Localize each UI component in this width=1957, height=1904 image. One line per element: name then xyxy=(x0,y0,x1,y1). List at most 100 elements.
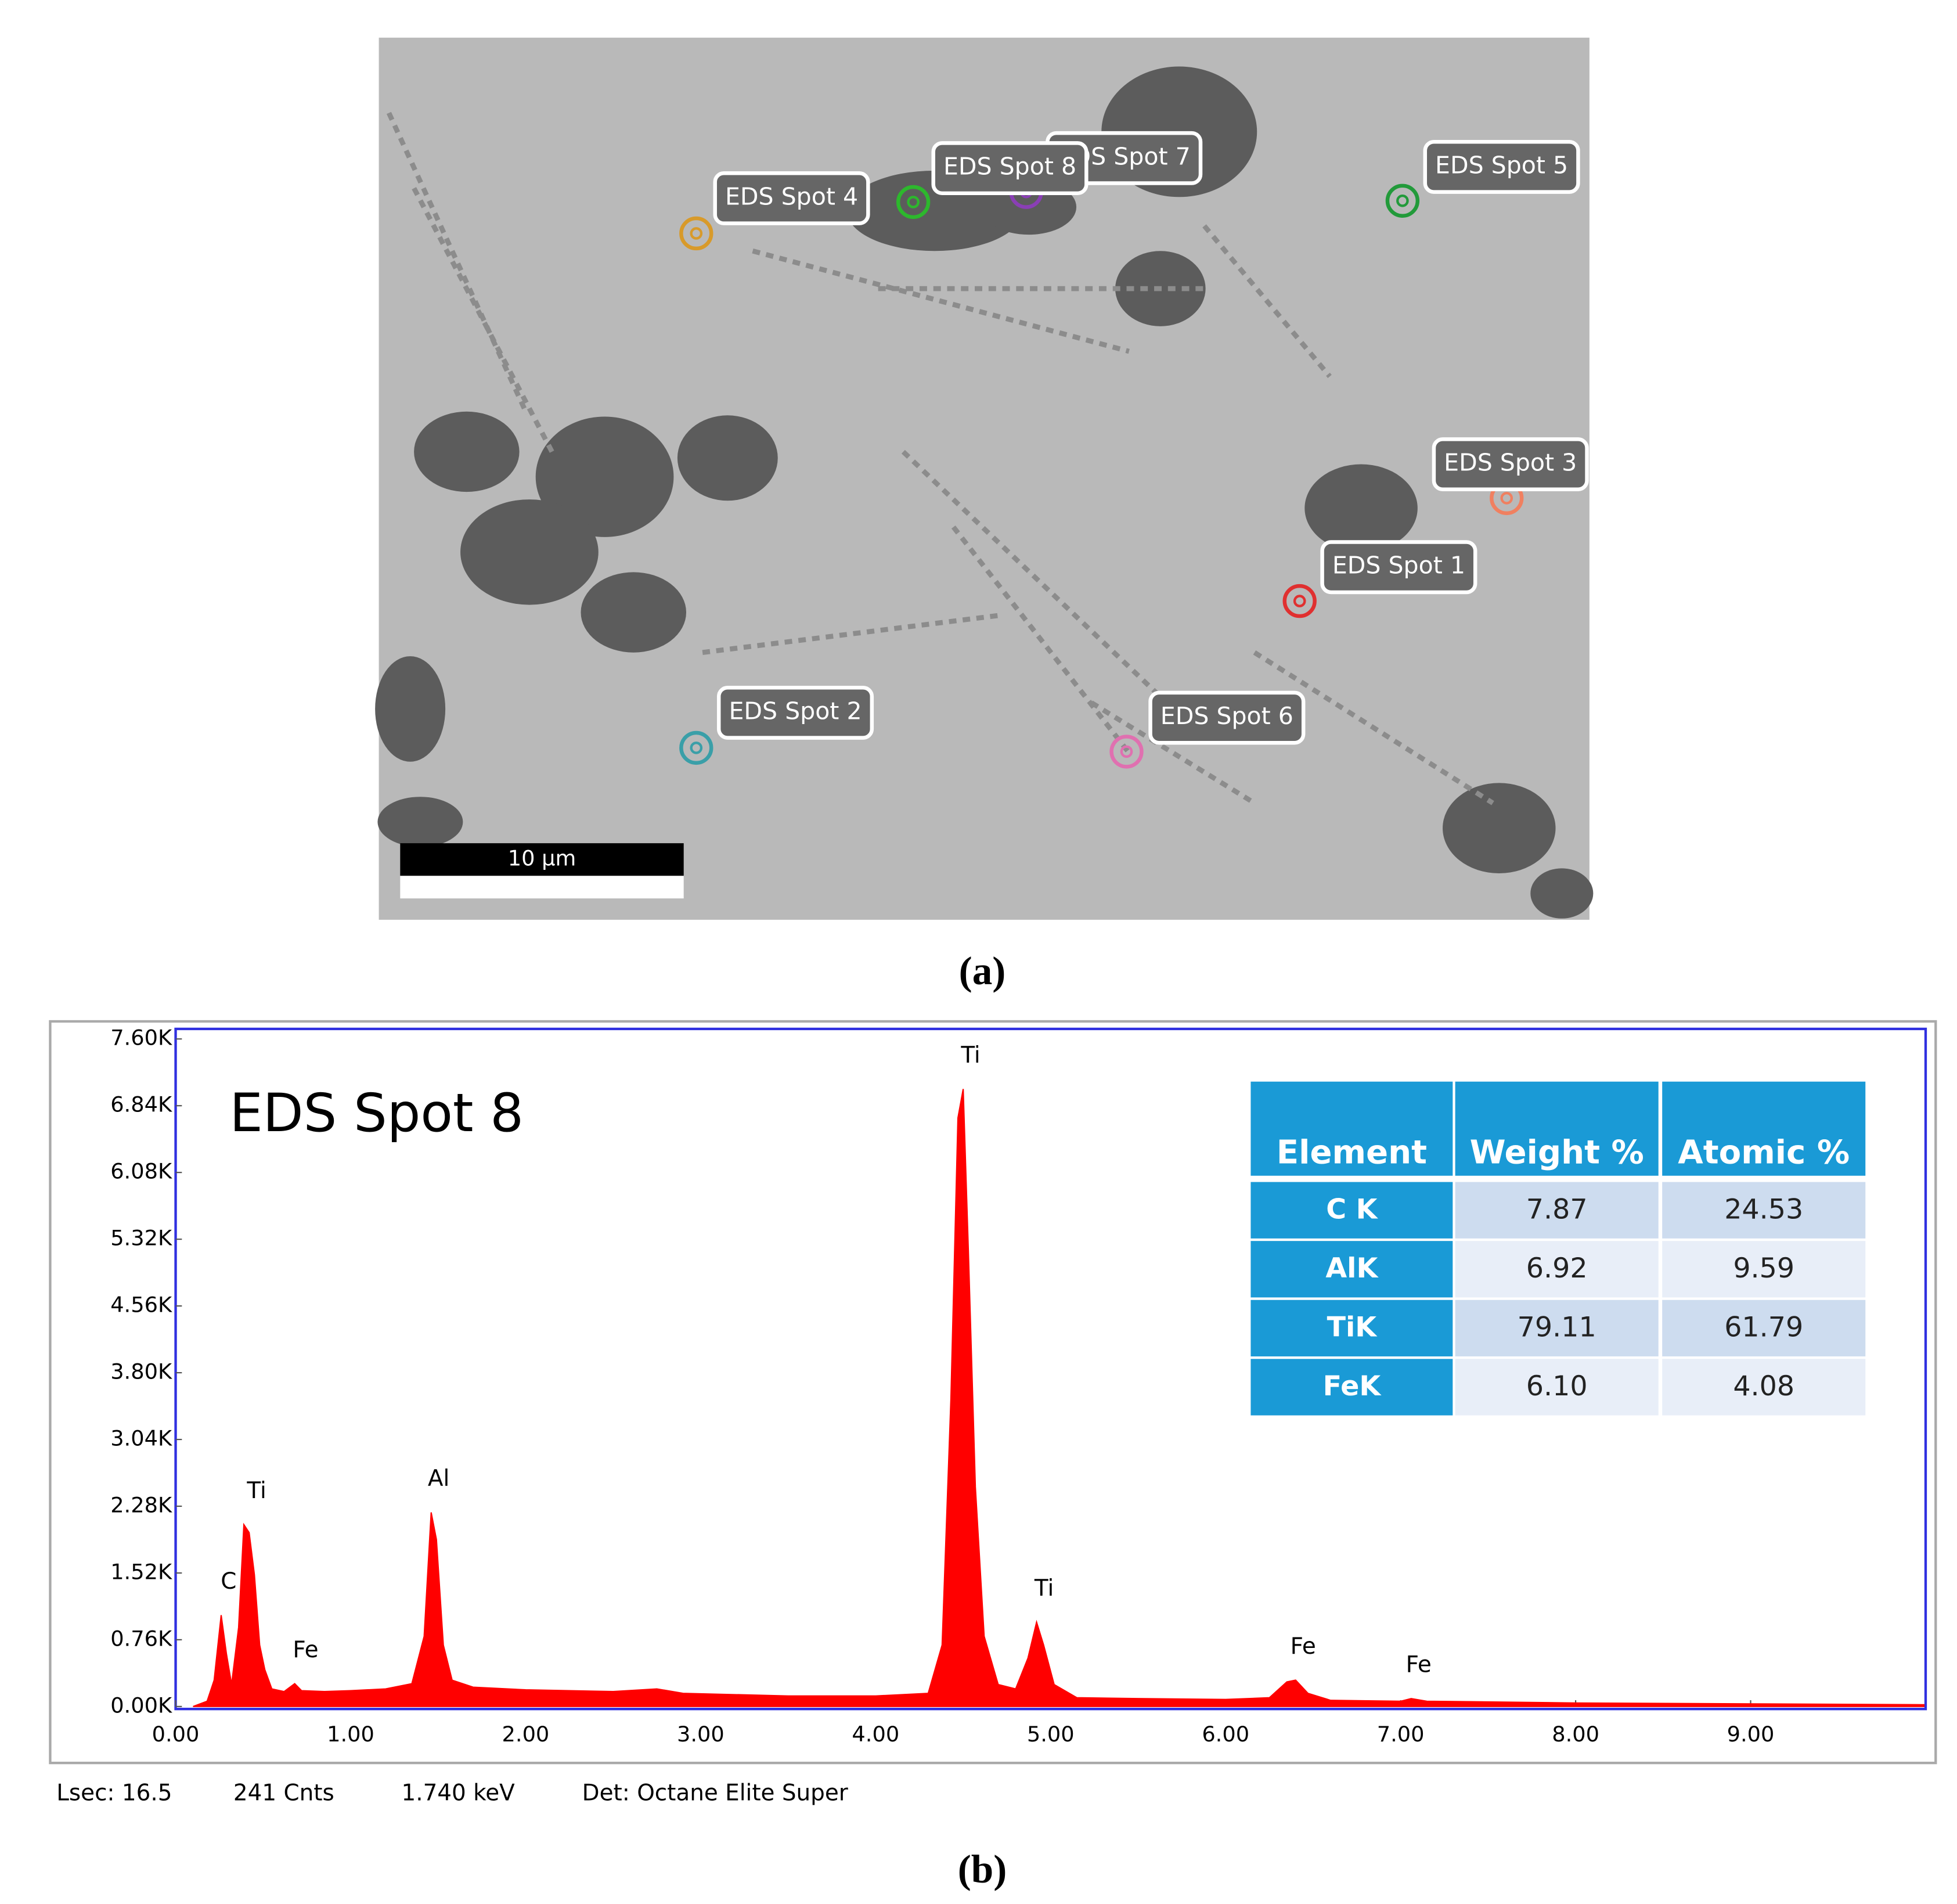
table-cell-text: AlK xyxy=(1325,1252,1379,1284)
y-tick-label: 7.60K xyxy=(110,1025,172,1050)
x-tick-label: 1.00 xyxy=(327,1722,374,1747)
spot-marker-center xyxy=(1500,492,1513,505)
y-tick-label: 3.04K xyxy=(110,1426,172,1451)
spot-label-box xyxy=(713,171,870,225)
peak-label: Ti xyxy=(246,1478,266,1504)
spot-marker xyxy=(679,730,713,765)
x-tick-label: 4.00 xyxy=(852,1722,899,1747)
table-header: Atomic % xyxy=(1678,1134,1850,1172)
table-cell xyxy=(1250,1241,1453,1298)
table-header-cell xyxy=(1455,1081,1659,1176)
footer-text: 241 Cnts xyxy=(233,1780,334,1806)
scale-bar xyxy=(400,843,684,876)
x-tick-label: 9.00 xyxy=(1727,1722,1775,1747)
spot-label: EDS Spot 2 xyxy=(729,697,862,725)
grain xyxy=(1304,464,1418,552)
spot-label: EDS Spot 6 xyxy=(1160,702,1293,730)
spot-label-box xyxy=(716,685,874,740)
table-cell-text: TiK xyxy=(1327,1311,1378,1343)
grain xyxy=(377,797,463,847)
caption-b: (b) xyxy=(958,1847,1007,1891)
streak xyxy=(752,249,1130,354)
table-cell xyxy=(1455,1300,1659,1356)
x-tick-label: 0.00 xyxy=(152,1722,200,1747)
spot-label: EDS Spot 8 xyxy=(943,153,1076,181)
peak-label: Ti xyxy=(960,1042,980,1068)
table-cell xyxy=(1662,1182,1866,1239)
spot-marker xyxy=(1385,183,1420,218)
x-tick-label: 2.00 xyxy=(502,1722,550,1747)
y-tick-label: 6.84K xyxy=(110,1092,172,1117)
table-cell xyxy=(1455,1241,1659,1298)
spot-marker xyxy=(1109,735,1144,769)
spectrum-area xyxy=(193,1089,1925,1707)
sem-texture xyxy=(375,66,1594,919)
table-cell xyxy=(1250,1182,1453,1239)
spot-marker-center xyxy=(1396,194,1409,207)
peak-label: Ti xyxy=(1034,1575,1054,1601)
spot-marker-center xyxy=(1293,595,1306,607)
table-cell xyxy=(1662,1241,1866,1298)
spot-label-box xyxy=(1423,139,1580,194)
chart-title: EDS Spot 8 xyxy=(229,1083,524,1144)
grain xyxy=(414,411,520,492)
table-cell-text: C K xyxy=(1326,1193,1378,1225)
grain xyxy=(1530,868,1594,919)
spot-marker-center xyxy=(690,227,703,240)
table-header-cell xyxy=(1250,1081,1453,1176)
grain xyxy=(581,572,687,653)
table-cell-text: 79.11 xyxy=(1518,1311,1596,1343)
spot-label-box xyxy=(1320,540,1477,595)
x-tick-label: 6.00 xyxy=(1202,1722,1249,1747)
spot-label-box xyxy=(1148,690,1306,745)
table-cell-text: 4.08 xyxy=(1733,1370,1794,1402)
spot-marker xyxy=(896,185,931,219)
streak xyxy=(1253,650,1494,805)
y-tick-label: 2.28K xyxy=(110,1492,172,1517)
y-tick-label: 5.32K xyxy=(110,1226,172,1251)
y-tick-label: 1.52K xyxy=(110,1559,172,1584)
peak-label: Fe xyxy=(1406,1652,1432,1678)
scale-bar-label: 10 µm xyxy=(508,846,576,871)
streak xyxy=(1202,224,1332,379)
table-cell-text: 7.87 xyxy=(1526,1193,1588,1225)
spot-marker-center xyxy=(1120,745,1133,758)
y-tick-label: 3.80K xyxy=(110,1359,172,1384)
table-cell xyxy=(1250,1300,1453,1356)
grain xyxy=(535,416,674,537)
spot-marker-center xyxy=(907,196,920,208)
streak xyxy=(951,525,1131,755)
table-cell-text: FeK xyxy=(1323,1370,1382,1402)
peak-label: Fe xyxy=(293,1637,318,1663)
spot-marker xyxy=(1282,584,1317,618)
grain xyxy=(1443,783,1556,874)
table-cell-text: 9.59 xyxy=(1733,1252,1794,1284)
grain xyxy=(677,415,778,501)
table-cell xyxy=(1455,1182,1659,1239)
table-cell-text: 24.53 xyxy=(1724,1193,1803,1225)
table-cell xyxy=(1662,1359,1866,1416)
caption-a: (a) xyxy=(959,948,1006,993)
streak xyxy=(702,612,1004,655)
grain xyxy=(460,499,599,605)
footer-text: Lsec: 16.5 xyxy=(56,1780,172,1806)
spot-label: EDS Spot 3 xyxy=(1444,449,1577,477)
y-tick-label: 0.76K xyxy=(110,1626,172,1651)
y-tick-label: 0.00K xyxy=(110,1693,172,1718)
grain xyxy=(375,656,446,762)
table-cell-text: 6.10 xyxy=(1526,1370,1588,1402)
table-header: Element xyxy=(1277,1134,1427,1172)
peak-label: C xyxy=(221,1568,236,1595)
spot-label: EDS Spot 5 xyxy=(1435,151,1568,179)
y-tick-label: 6.08K xyxy=(110,1159,172,1184)
peak-label: Al xyxy=(428,1466,449,1492)
x-tick-label: 3.00 xyxy=(677,1722,725,1747)
table-cell xyxy=(1662,1300,1866,1356)
table-cell-text: 61.79 xyxy=(1724,1311,1803,1343)
spot-label: EDS Spot 4 xyxy=(725,182,858,210)
table-header: Weight % xyxy=(1470,1134,1644,1172)
table-cell-text: 6.92 xyxy=(1526,1252,1588,1284)
x-tick-label: 8.00 xyxy=(1552,1722,1599,1747)
